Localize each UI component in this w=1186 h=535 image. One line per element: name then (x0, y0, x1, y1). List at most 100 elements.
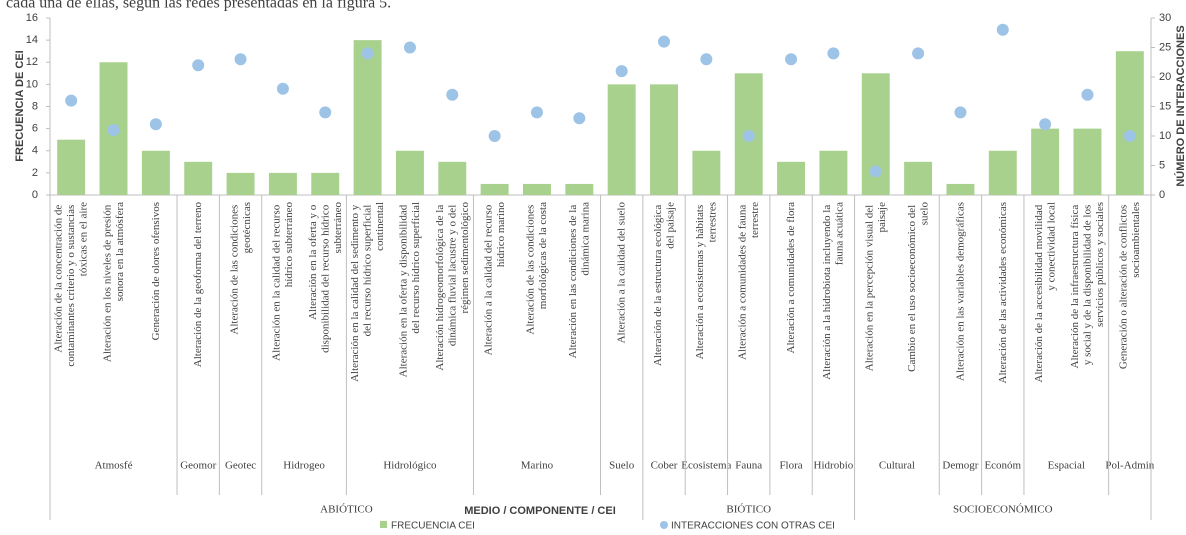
group-label: Demogr (942, 460, 978, 472)
bar (904, 161, 933, 195)
dot (361, 47, 374, 60)
y-tick-label: 14 (26, 34, 38, 46)
dot (234, 53, 247, 66)
dot (573, 112, 586, 125)
y2-tick-label: 15 (1159, 100, 1171, 112)
dot (869, 165, 882, 178)
bar (268, 172, 297, 195)
bar (438, 161, 467, 195)
y-tick-label: 2 (32, 167, 38, 179)
dot (446, 88, 459, 101)
x-tick-label: Alteración a comunidades de flora (785, 202, 797, 354)
dot (700, 53, 713, 66)
bar (57, 139, 86, 195)
y-tick-label: 8 (32, 100, 38, 112)
group-label: Geomor (180, 460, 216, 472)
bar (650, 84, 678, 195)
x-tick-label: Alteración de las condiciones morfológic… (524, 202, 549, 335)
x-tick-label: Alteración en la oferta y o disponibilid… (306, 202, 343, 353)
dot (1081, 88, 1094, 101)
dot (276, 82, 289, 95)
y-tick-label: 4 (32, 145, 38, 157)
y-tick-label: 6 (32, 123, 38, 135)
y2-tick-label: 30 (1159, 12, 1171, 24)
y2-tick-label: 10 (1159, 130, 1171, 142)
bar (395, 150, 424, 195)
bar (988, 150, 1017, 195)
bar (311, 172, 340, 195)
group-label: Hidrológico (383, 460, 437, 472)
x-tick-label: Alteración en las variables demográficas (954, 202, 966, 381)
chart-title: cada una de ellas, según las redes prese… (6, 0, 391, 12)
y-tick-label: 0 (32, 189, 38, 201)
bar (1073, 128, 1102, 195)
x-tick-label: Alteración de las condiciones geotécnica… (228, 202, 253, 335)
dot (1123, 130, 1136, 142)
bar (141, 150, 170, 195)
group-label: Geotec (225, 460, 256, 472)
x-tick-label: Alteración de la geoforma del terreno (192, 202, 204, 368)
dot (996, 23, 1009, 36)
y2-tick-label: 5 (1159, 159, 1165, 171)
y2-tick-label: 25 (1159, 41, 1171, 53)
bar (480, 183, 509, 195)
dot (785, 53, 798, 66)
media-label: ABIÓTICO (320, 504, 373, 516)
legend-swatch (660, 521, 668, 529)
group-label: Cultural (879, 460, 915, 472)
dot (1039, 118, 1052, 131)
dot (742, 130, 755, 142)
bar (353, 40, 382, 195)
y-tick-label: 12 (26, 56, 38, 68)
bar (819, 150, 848, 195)
media-label: SOCIOECONÓMICO (953, 504, 1053, 516)
bar (1115, 51, 1144, 195)
bar (523, 183, 551, 195)
group-label: Cober (651, 460, 678, 472)
dot (319, 106, 332, 119)
x-tick-label: Alteración hidrogeomorfológica de la din… (433, 202, 470, 371)
dot (149, 118, 162, 131)
y2-tick-label: 0 (1159, 189, 1165, 201)
group-label: Económ (984, 460, 1021, 472)
group-label: Marino (521, 460, 554, 472)
group-label: Espacial (1048, 460, 1085, 472)
legend-swatch (380, 521, 387, 528)
bar (692, 150, 721, 195)
x-tick-label: Alteración a la hidrobiota incluyendo la… (821, 202, 846, 380)
x-tick-label: Alteración en la calidad del sedimento y… (349, 202, 386, 382)
x-tick-label: Alteración de la estructura ecológica de… (651, 202, 676, 366)
dot (65, 94, 78, 107)
dot (530, 106, 543, 119)
group-label: Suelo (609, 460, 635, 472)
x-tick-label: Alteración a ecosistemas y hábitats terr… (694, 202, 719, 359)
y-axis-title: FRECUENCIA DE CEI (14, 50, 26, 161)
media-label: BIÓTICO (726, 504, 771, 516)
x-tick-label: Alteración de las actividades económicas (996, 202, 1008, 383)
y2-axis-title: NÚMERO DE INTERACCIONES (1174, 25, 1186, 186)
bar (226, 172, 255, 195)
bar (565, 183, 594, 195)
x-tick-label: Alteración de la infraestructura física … (1069, 202, 1106, 368)
bar (607, 84, 636, 195)
x-axis-title: MEDIO / COMPONENTE / CEI (464, 505, 616, 517)
group-label: Atmosfé (95, 460, 133, 472)
dot (827, 47, 840, 60)
dot (107, 124, 120, 137)
group-label: Fauna (735, 460, 762, 472)
legend-label: INTERACCIONES CON OTRAS CEI (671, 521, 835, 532)
group-label: Hidrogeo (283, 460, 325, 472)
dot (954, 106, 967, 119)
legend-label: FRECUENCIA CEI (391, 521, 475, 532)
dot (192, 59, 205, 72)
x-tick-label: Alteración en la percepción visual del p… (863, 202, 888, 371)
x-tick-label: Alteración de la accesibilidad movilidad… (1032, 202, 1057, 383)
x-tick-label: Cambio en el uso socioeconómico del suel… (905, 202, 930, 372)
dot (488, 130, 501, 142)
y-tick-label: 16 (26, 12, 38, 24)
bar (1031, 128, 1060, 195)
x-tick-label: Alteración de la concentración de contam… (52, 202, 89, 367)
dot (658, 35, 671, 48)
x-tick-label: Alteración en las condiciones de la diná… (567, 202, 592, 359)
